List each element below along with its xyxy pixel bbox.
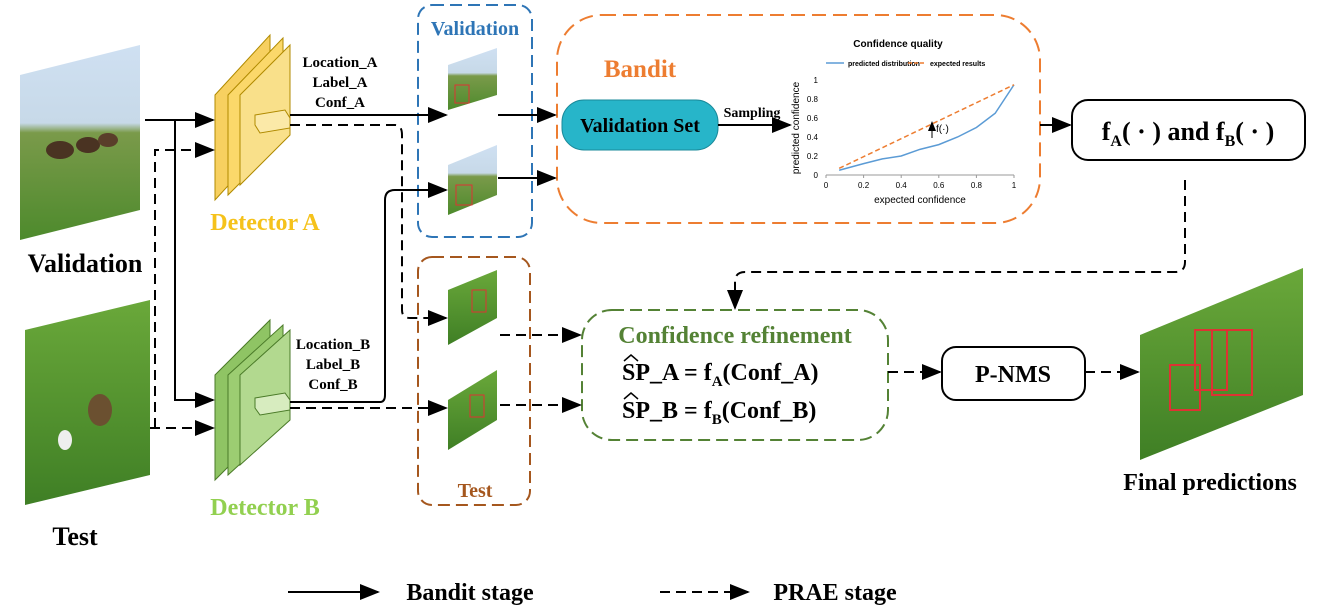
text: SP_B = f <box>622 398 713 424</box>
detector-label: Detector A <box>210 210 320 236</box>
output-label: Final predictions <box>1123 470 1297 496</box>
x-tick-label: 0.8 <box>971 181 983 190</box>
legend-label: expected results <box>930 61 985 68</box>
output-label: Location_B <box>296 337 370 353</box>
x-tick-label: 0 <box>824 181 829 190</box>
group-label: Bandit <box>604 56 677 83</box>
y-tick-label: 0.6 <box>807 114 819 123</box>
legend-label: predicted distribution <box>848 61 920 68</box>
text: ( · ) and f <box>1122 117 1225 146</box>
validation-set-label: Validation Set <box>580 115 700 137</box>
diagram: Validation Test Detector A Detector B Lo… <box>0 0 1318 607</box>
group-label: Validation <box>431 18 519 40</box>
legend-label: PRAE stage <box>773 580 897 606</box>
text: A <box>1110 133 1122 150</box>
output-label: Conf_B <box>308 377 357 393</box>
y-tick-label: 1 <box>814 76 819 85</box>
text: B <box>712 412 722 428</box>
functions-label: fA( · ) and fB( · ) <box>1102 117 1274 150</box>
text: (Conf_A) <box>723 360 819 386</box>
group-label: Test <box>458 480 493 502</box>
detector-a <box>215 35 290 200</box>
input-label: Validation <box>28 249 143 278</box>
output-label: Label_B <box>306 357 360 373</box>
formula: SP_A = fA(Conf_A) <box>622 360 819 390</box>
inset-title: Confidence quality <box>853 39 943 50</box>
text: ( · ) <box>1235 117 1274 146</box>
series-line <box>839 85 1014 169</box>
x-tick-label: 1 <box>1012 181 1017 190</box>
formula: SP_B = fB(Conf_B) <box>622 398 816 428</box>
y-tick-label: 0.4 <box>807 133 819 142</box>
sampling-label: Sampling <box>724 106 781 121</box>
text: A <box>712 374 723 390</box>
inset-chart: Confidence quality expected confidence p… <box>791 39 1017 206</box>
refinement-title: Confidence refinement <box>618 323 852 349</box>
inset-x-label: expected confidence <box>874 195 966 206</box>
x-tick-label: 0.2 <box>858 181 870 190</box>
y-tick-label: 0.2 <box>807 152 819 161</box>
legend-label: Bandit stage <box>406 580 534 606</box>
detector-label: Detector B <box>210 495 320 521</box>
input-label: Test <box>52 522 98 551</box>
x-tick-label: 0.4 <box>896 181 908 190</box>
output-label: Label_A <box>312 75 367 91</box>
detector-b <box>215 320 290 480</box>
x-tick-label: 0.6 <box>933 181 945 190</box>
output-label: Location_A <box>303 55 378 71</box>
output-label: Conf_A <box>315 95 365 111</box>
text: (Conf_B) <box>722 398 817 424</box>
text: SP_A = f <box>622 360 713 386</box>
pnms-label: P-NMS <box>975 362 1051 388</box>
text: B <box>1225 133 1236 150</box>
text: f <box>1102 117 1111 146</box>
y-tick-label: 0 <box>814 171 819 180</box>
annotation: f(·) <box>936 124 949 135</box>
inset-y-label: predicted confidence <box>791 81 802 174</box>
y-tick-label: 0.8 <box>807 95 819 104</box>
